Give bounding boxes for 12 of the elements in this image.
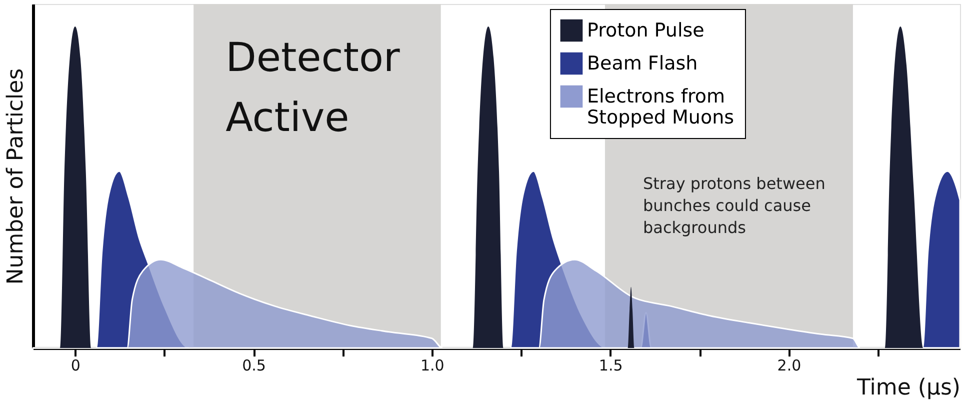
x-axis-title: Time (µs) [856, 376, 960, 400]
x-tick-label: 1.0 [420, 356, 444, 374]
annotation: Stray protons between bunches could cause backgrounds [643, 174, 826, 237]
legend-label: Electrons from Stopped Muons [586, 86, 734, 128]
x-tick-label: 0 [70, 356, 80, 374]
x-tick-label: 1.5 [598, 356, 623, 374]
x-tick-label: 0.5 [242, 356, 266, 374]
legend-label: Beam Flash [586, 52, 698, 74]
band-label: Detector Active [226, 35, 400, 141]
y-axis-title: Number of Particles [4, 68, 28, 285]
legend-label: Proton Pulse [586, 20, 704, 42]
x-tick-label: 2.0 [777, 356, 802, 374]
